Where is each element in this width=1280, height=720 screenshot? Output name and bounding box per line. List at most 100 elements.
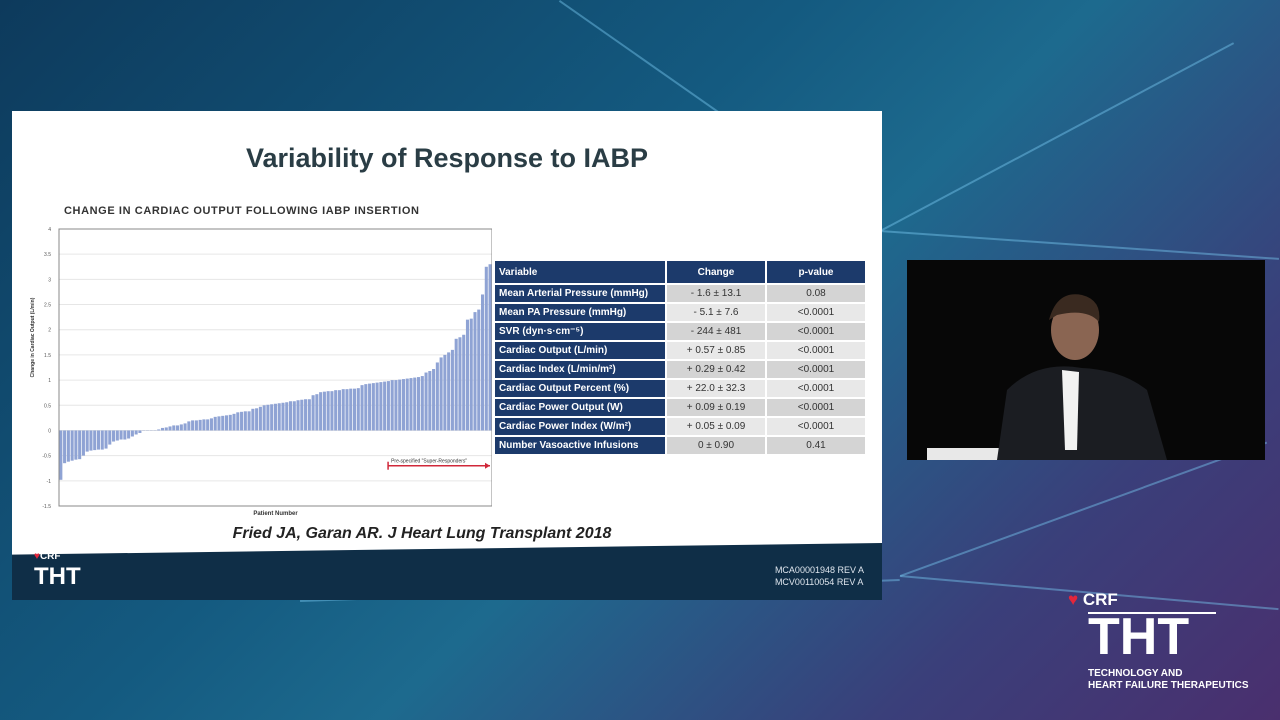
heart-icon: ♥ bbox=[1068, 590, 1079, 609]
bar bbox=[416, 377, 421, 431]
bar bbox=[285, 402, 289, 431]
bar bbox=[213, 416, 217, 431]
y-tick-label: 0.5 bbox=[44, 403, 51, 409]
table-row: Number Vasoactive Infusions 0 ± 0.90 0.41 bbox=[495, 437, 865, 454]
bar bbox=[74, 430, 78, 460]
bar bbox=[322, 391, 326, 431]
y-tick-label: 3 bbox=[48, 277, 51, 283]
bar bbox=[454, 338, 458, 431]
bar bbox=[435, 362, 439, 431]
bar bbox=[296, 400, 300, 431]
bar bbox=[481, 294, 485, 431]
bar bbox=[123, 430, 127, 440]
bar bbox=[157, 429, 161, 431]
bar bbox=[469, 318, 473, 431]
bar bbox=[183, 423, 187, 431]
bar bbox=[413, 377, 417, 431]
brand-tht: THT bbox=[1088, 608, 1190, 667]
bar bbox=[172, 425, 176, 431]
y-tick-label: -1.5 bbox=[42, 504, 51, 510]
bar bbox=[134, 430, 138, 435]
change-cell: 0 ± 0.90 bbox=[667, 437, 765, 454]
bar bbox=[164, 427, 168, 431]
bar bbox=[390, 380, 394, 431]
arrowhead bbox=[485, 462, 490, 469]
change-cell: - 5.1 ± 7.6 bbox=[667, 304, 765, 321]
bar bbox=[236, 412, 240, 431]
bar bbox=[251, 408, 255, 431]
brand-crf: CRF bbox=[1082, 590, 1118, 609]
bar bbox=[202, 419, 206, 431]
bar bbox=[386, 381, 390, 431]
bar bbox=[319, 392, 323, 431]
bar bbox=[307, 399, 311, 431]
p-value-cell: <0.0001 bbox=[767, 418, 865, 435]
bar bbox=[206, 419, 210, 431]
brand-subtitle-2: HEART FAILURE THERAPEUTICS bbox=[1088, 680, 1249, 692]
bar bbox=[424, 372, 428, 431]
presentation-slide: Variability of Response to IABP CHANGE I… bbox=[12, 111, 882, 600]
bar bbox=[443, 354, 447, 431]
y-tick-label: 1.5 bbox=[44, 353, 51, 359]
bar bbox=[281, 402, 285, 431]
y-tick-label: 2.5 bbox=[44, 303, 51, 309]
bar bbox=[59, 430, 63, 480]
bar bbox=[266, 404, 270, 431]
bar bbox=[428, 371, 432, 431]
bar bbox=[484, 266, 488, 431]
bar bbox=[341, 389, 345, 431]
bar bbox=[115, 430, 119, 441]
bar bbox=[258, 406, 262, 431]
bar bbox=[232, 413, 236, 431]
bar bbox=[394, 380, 398, 431]
brand-subtitle-1: TECHNOLOGY AND bbox=[1088, 668, 1183, 680]
speaker-video bbox=[907, 260, 1265, 460]
bar bbox=[330, 391, 334, 431]
bar bbox=[398, 379, 402, 431]
p-value-cell: <0.0001 bbox=[767, 361, 865, 378]
bar bbox=[304, 399, 308, 431]
y-tick-label: 4 bbox=[48, 227, 51, 233]
bar bbox=[300, 399, 304, 431]
bar bbox=[130, 430, 134, 437]
slide-footer bbox=[12, 543, 882, 600]
variable-cell: Cardiac Power Index (W/m²) bbox=[495, 418, 665, 435]
bar bbox=[360, 385, 364, 431]
bar bbox=[240, 411, 244, 431]
table-header: p-value bbox=[767, 261, 865, 283]
bar bbox=[81, 430, 85, 456]
annotation-label: Pre-specified "Super-Responders" bbox=[391, 459, 467, 465]
bar bbox=[371, 383, 375, 431]
citation: Fried JA, Garan AR. J Heart Lung Transpl… bbox=[232, 525, 612, 542]
bar bbox=[243, 411, 247, 431]
bar bbox=[450, 349, 454, 431]
x-axis-label: Patient Number bbox=[253, 511, 298, 517]
bar bbox=[326, 391, 330, 431]
speaker-figure bbox=[927, 294, 1167, 460]
table-row: Cardiac Output (L/min) + 0.57 ± 0.85 <0.00… bbox=[495, 342, 865, 359]
p-value-cell: 0.41 bbox=[767, 437, 865, 454]
bar bbox=[345, 389, 349, 431]
bar bbox=[66, 430, 70, 462]
bar bbox=[247, 411, 251, 431]
bar bbox=[405, 378, 409, 431]
logo-crf: CRF bbox=[39, 551, 61, 562]
bar bbox=[179, 424, 183, 431]
p-value-cell: 0.08 bbox=[767, 285, 865, 302]
bar bbox=[375, 382, 379, 431]
variable-cell: Mean PA Pressure (mmHg) bbox=[495, 304, 665, 321]
code-2: MCV00110054 REV A bbox=[774, 577, 864, 587]
bar bbox=[224, 415, 229, 431]
bar bbox=[217, 416, 221, 431]
bar bbox=[477, 309, 481, 431]
bar bbox=[315, 394, 319, 431]
bar bbox=[168, 426, 172, 431]
table-row: SVR (dyn·s·cm⁻⁵) - 244 ± 481 <0.0001 bbox=[495, 323, 865, 340]
change-cell: + 0.29 ± 0.42 bbox=[667, 361, 765, 378]
bar bbox=[63, 430, 67, 464]
bar bbox=[288, 401, 293, 431]
bar bbox=[337, 390, 341, 431]
slide-codes: MCA00001948 REV A MCV00110054 REV A bbox=[775, 564, 864, 588]
change-cell: - 1.6 ± 13.1 bbox=[667, 285, 765, 302]
logo-tht: THT bbox=[34, 563, 81, 590]
